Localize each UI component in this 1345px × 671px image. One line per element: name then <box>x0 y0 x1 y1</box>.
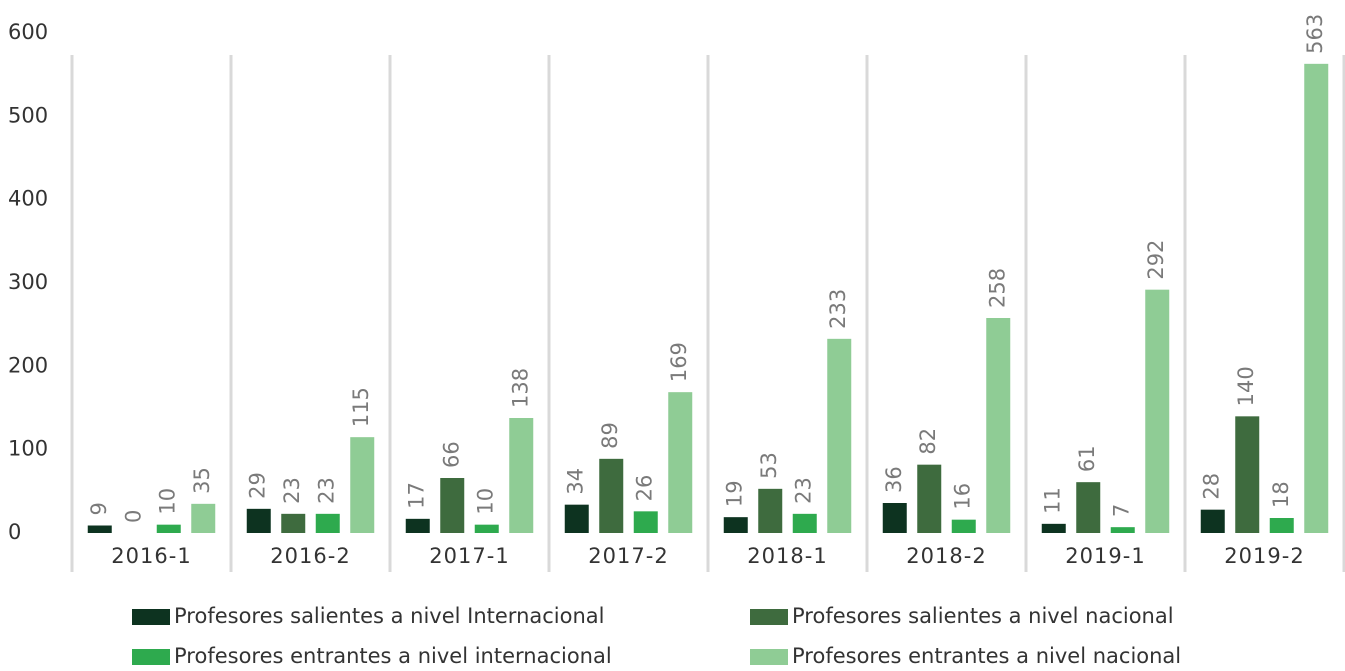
legend-swatch <box>132 609 170 625</box>
legend-label: Profesores entrantes a nivel nacional <box>792 644 1181 668</box>
y-tick-label: 500 <box>8 103 48 127</box>
value-label: 258 <box>985 268 1009 308</box>
value-label: 36 <box>882 466 906 493</box>
bar <box>1076 482 1101 533</box>
bar <box>87 525 112 533</box>
value-label: 0 <box>121 510 145 523</box>
x-tick-label: 2016-2 <box>270 544 350 568</box>
value-label: 16 <box>951 483 975 510</box>
x-tick-label: 2017-2 <box>588 544 668 568</box>
value-label: 138 <box>508 368 532 408</box>
bar <box>156 524 181 533</box>
value-label: 29 <box>246 472 270 499</box>
y-tick-label: 600 <box>8 20 48 44</box>
value-label: 140 <box>1234 366 1258 406</box>
value-label: 26 <box>633 475 657 502</box>
bar <box>1269 518 1294 533</box>
bar <box>440 478 465 533</box>
value-label: 34 <box>564 468 588 495</box>
value-label: 61 <box>1075 445 1099 472</box>
value-label: 292 <box>1144 240 1168 280</box>
y-tick-label: 400 <box>8 187 48 211</box>
value-label: 28 <box>1200 473 1224 500</box>
bar <box>474 524 499 533</box>
value-label: 17 <box>405 482 429 509</box>
y-tick-label: 100 <box>8 437 48 461</box>
y-tick-label: 0 <box>8 520 21 544</box>
x-tick-label: 2016-1 <box>111 544 191 568</box>
bar <box>951 519 976 533</box>
value-label: 53 <box>757 452 781 479</box>
bar <box>1110 527 1135 533</box>
bar <box>668 392 693 533</box>
legend-label: Profesores entrantes a nivel internacion… <box>174 644 612 668</box>
y-tick-label: 300 <box>8 270 48 294</box>
value-label: 7 <box>1110 504 1134 517</box>
value-label: 11 <box>1041 487 1065 514</box>
bar <box>792 513 817 533</box>
bar <box>827 338 852 533</box>
x-tick-label: 2018-1 <box>747 544 827 568</box>
legend-label: Profesores salientes a nivel nacional <box>792 604 1174 628</box>
bar <box>281 513 306 533</box>
value-label: 82 <box>916 428 940 455</box>
bar <box>315 513 340 533</box>
value-label: 233 <box>826 289 850 329</box>
value-label: 66 <box>439 441 463 468</box>
bar <box>599 458 624 533</box>
x-tick-label: 2019-2 <box>1224 544 1304 568</box>
bar <box>1304 63 1329 533</box>
value-label: 89 <box>598 422 622 449</box>
value-label: 23 <box>280 477 304 504</box>
bar <box>1235 416 1260 533</box>
value-label: 115 <box>349 387 373 427</box>
value-label: 18 <box>1269 481 1293 508</box>
bar <box>405 518 430 533</box>
value-label: 23 <box>315 477 339 504</box>
bar <box>1041 523 1066 533</box>
legend-swatch <box>132 649 170 665</box>
x-tick-label: 2017-1 <box>429 544 509 568</box>
value-label: 10 <box>474 488 498 515</box>
value-label: 9 <box>87 502 111 515</box>
bar <box>633 511 658 533</box>
bar <box>246 508 271 533</box>
value-label: 169 <box>667 342 691 382</box>
value-label: 35 <box>190 467 214 494</box>
bar <box>758 488 783 533</box>
bar <box>509 418 534 533</box>
bar <box>350 437 375 533</box>
value-label: 10 <box>156 488 180 515</box>
bar <box>191 503 216 533</box>
bar <box>1145 289 1170 533</box>
x-tick-label: 2019-1 <box>1065 544 1145 568</box>
bar <box>1200 509 1225 533</box>
bar <box>882 503 907 533</box>
bar <box>917 464 942 533</box>
value-label: 23 <box>792 477 816 504</box>
legend-label: Profesores salientes a nivel Internacion… <box>174 604 605 628</box>
bar <box>564 504 589 533</box>
bar <box>986 318 1011 533</box>
legend-swatch <box>750 609 788 625</box>
legend-swatch <box>750 649 788 665</box>
x-tick-label: 2018-2 <box>906 544 986 568</box>
bar <box>723 517 748 533</box>
value-label: 563 <box>1303 14 1327 54</box>
y-tick-label: 200 <box>8 353 48 377</box>
value-label: 19 <box>723 480 747 507</box>
